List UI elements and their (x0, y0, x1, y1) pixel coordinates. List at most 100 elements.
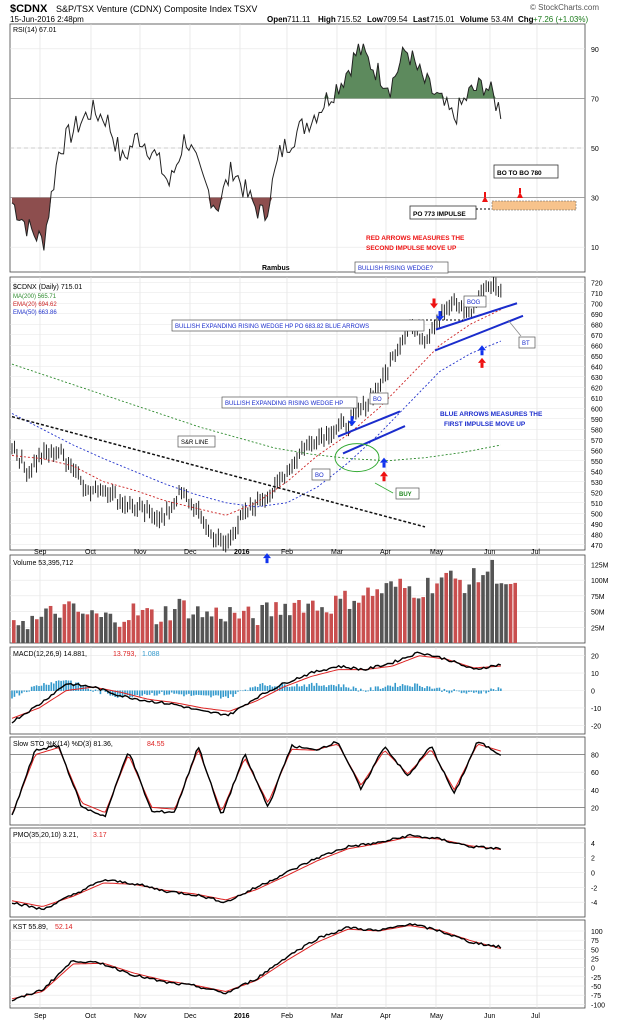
volume-value: 53.4M (491, 15, 514, 24)
macd-histogram-bar (195, 690, 198, 695)
bt-pointer (507, 319, 522, 337)
price-tick: 700 (591, 301, 603, 308)
macd-histogram-bar (345, 687, 347, 691)
volume-bar (278, 614, 283, 643)
volume-bar (219, 618, 223, 643)
macd-tick: -10 (591, 706, 601, 713)
target-zone (491, 200, 577, 211)
macd-histogram-bar (367, 690, 369, 692)
price-tick: 470 (591, 543, 603, 550)
panel-frame-price (9, 276, 586, 551)
macd-histogram-bar (43, 683, 45, 691)
macd-histogram-bar (473, 690, 475, 693)
sr-line-label-box (177, 435, 216, 448)
rsi-line (11, 43, 502, 251)
pmo-label: PMO(35,20,10) 3.21, (13, 832, 78, 839)
volume-bar (94, 613, 99, 643)
x-tick-top: Apr (380, 549, 392, 556)
volume-bar (380, 593, 384, 643)
volume-bar (366, 587, 370, 643)
macd-histogram-bar (205, 690, 207, 696)
macd-histogram-bar (374, 686, 377, 691)
macd-histogram-bar (323, 685, 325, 691)
macd-histogram-bar (379, 688, 382, 691)
macd-histogram-bar (247, 690, 249, 692)
macd-histogram-bar (215, 690, 217, 696)
macd-histogram-bar (291, 686, 293, 691)
price-tick: 620 (591, 385, 603, 392)
bt-label-box (518, 336, 536, 349)
macd-histogram-bar (418, 685, 421, 691)
macd-histogram-bar (433, 688, 436, 691)
price-tick: 540 (591, 469, 603, 476)
macd-histogram-bar (266, 686, 269, 691)
pmo-tick: -4 (591, 900, 597, 907)
volume-bar (122, 621, 126, 643)
macd-histogram-bar (269, 685, 271, 691)
macd-histogram-bar (237, 690, 239, 692)
volume-bar (25, 629, 30, 643)
open-label: Open (267, 15, 288, 24)
macd-histogram-bar (33, 686, 35, 691)
macd-histogram-bar (185, 690, 188, 695)
volume-bar (163, 606, 168, 643)
macd-histogram-bar (364, 690, 367, 692)
volume-bar (508, 583, 513, 643)
macd-histogram-bar (460, 690, 463, 694)
volume-bar (159, 621, 163, 643)
price-tick: 560 (591, 448, 603, 455)
volume-bar (490, 559, 494, 643)
macd-histogram-bar (303, 684, 306, 691)
buy-label: BUY (399, 492, 412, 498)
wedge-line-lower-2 (434, 314, 524, 352)
last-value: 715.01 (430, 15, 455, 24)
x-tick-top: Jun (484, 549, 495, 556)
volume-bar (274, 602, 278, 643)
macd-histogram-bar (357, 690, 360, 692)
sr-line (11, 415, 426, 528)
macd-histogram-bar (244, 689, 247, 691)
macd-histogram-bar (399, 685, 401, 691)
kst-tick: 0 (591, 966, 595, 973)
macd-histogram-bar (431, 688, 433, 691)
sto-main-line (11, 740, 502, 818)
header: $CDNX S&P/TSX Venture (CDNX) Composite I… (10, 3, 615, 24)
macd-histogram-bar (65, 680, 67, 691)
x-tick-bottom: 2016 (234, 1013, 250, 1020)
x-tick-top: Oct (85, 549, 96, 556)
macd-histogram-bar (330, 684, 333, 691)
sto-tick: 20 (591, 805, 599, 812)
volume-bar (228, 607, 232, 643)
volume-bar (104, 612, 108, 643)
macd-histogram-bar (342, 684, 345, 691)
open-value: 711.11 (287, 15, 311, 24)
macd-histogram-bar (202, 690, 205, 696)
volume-bar (251, 618, 255, 643)
rsi-overbought-fill (12, 43, 501, 99)
volume-bar (196, 606, 200, 643)
macd-histogram-bar (18, 690, 21, 696)
pmo-tick: 2 (591, 856, 595, 863)
volume-bar (186, 618, 191, 643)
macd-histogram-bar (325, 686, 328, 691)
macd-histogram-bar (21, 690, 23, 694)
price-tick: 650 (591, 354, 603, 361)
macd-histogram-bar (197, 690, 200, 695)
macd-histogram-bar (249, 687, 252, 691)
volume-bar (44, 608, 48, 643)
volume-bar (260, 604, 264, 643)
volume-bar (173, 609, 177, 643)
bo-label-1: BO (315, 473, 324, 479)
kst-main-line (11, 922, 502, 1002)
macd-histogram-bar (28, 690, 30, 692)
macd-histogram-bar (421, 687, 424, 691)
volume-bar (513, 582, 517, 643)
volume-bar (357, 602, 361, 643)
red-arrow-up-1 (380, 471, 388, 477)
macd-histogram-bar (278, 684, 281, 691)
bo-to-bo-box (493, 164, 559, 179)
volume-bar (329, 613, 333, 643)
macd-histogram-bar (131, 690, 134, 698)
macd-histogram-bar (94, 689, 97, 691)
volume-bar (472, 568, 476, 643)
